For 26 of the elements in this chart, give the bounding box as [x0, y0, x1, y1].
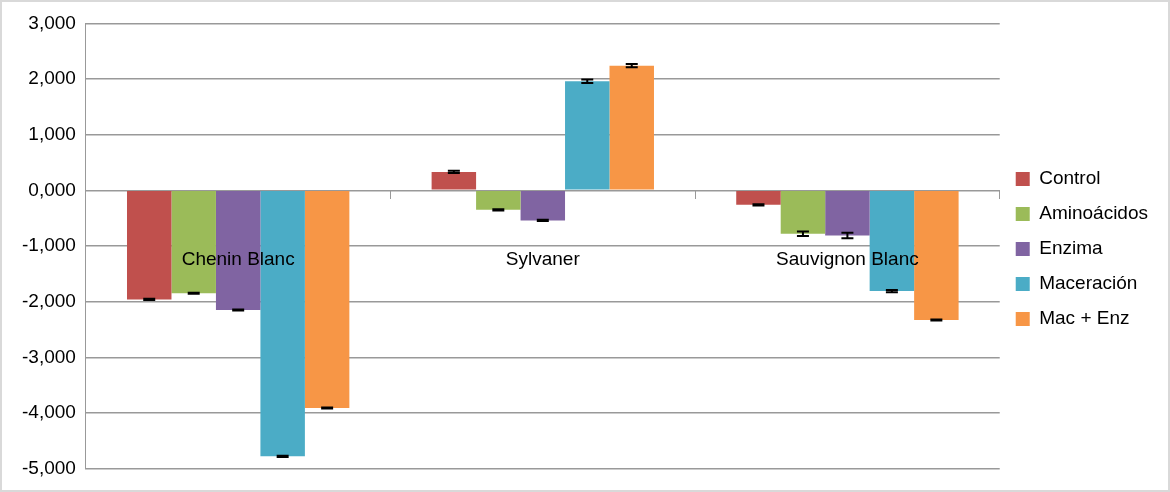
bar — [736, 191, 781, 205]
x-tick-label: Chenin Blanc — [181, 248, 295, 270]
y-tick-label: -3,000 — [22, 345, 76, 367]
legend-label: Mac + Enz — [1039, 307, 1130, 329]
bar — [520, 191, 566, 221]
bar — [127, 191, 172, 300]
legend-label: Aminoácidos — [1039, 202, 1148, 224]
y-tick-label: -2,000 — [22, 289, 76, 311]
bar — [304, 191, 350, 408]
bar — [565, 81, 610, 190]
legend-label: Enzima — [1039, 237, 1104, 259]
legend-label: Control — [1039, 167, 1101, 189]
y-tick-label: -5,000 — [22, 456, 76, 478]
legend-label: Maceración — [1039, 272, 1138, 294]
bar — [431, 171, 477, 190]
y-tick-label: 3,000 — [28, 11, 76, 33]
y-tick-label: -4,000 — [22, 401, 76, 423]
y-tick-label: 0,000 — [28, 178, 76, 200]
y-tick-label: -1,000 — [22, 234, 76, 256]
bar — [780, 191, 826, 234]
bar — [609, 65, 654, 190]
y-tick-label: 1,000 — [28, 122, 76, 144]
bar — [825, 191, 870, 236]
x-tick-label: Sylvaner — [505, 248, 581, 270]
y-tick-label: 2,000 — [28, 67, 76, 89]
bar — [476, 191, 521, 210]
